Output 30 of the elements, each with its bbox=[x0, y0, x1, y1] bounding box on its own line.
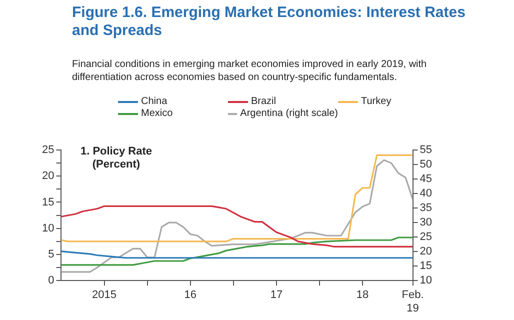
x-tick-label: 17 bbox=[270, 289, 283, 302]
x-tick-label: 16 bbox=[184, 289, 196, 302]
legend-label: Brazil bbox=[251, 96, 276, 107]
y-tick-label: 5 bbox=[48, 248, 54, 261]
chart-subtitle: Financial conditions in emerging market economies improved in early 2019, with differentiation across economies based on country-specific fundamentals. bbox=[72, 58, 428, 84]
y2-tick-label: 55 bbox=[420, 144, 432, 156]
legend-label: Mexico bbox=[141, 108, 173, 119]
y2-tick-label: 45 bbox=[420, 173, 432, 186]
y2-tick-label: 10 bbox=[420, 274, 432, 287]
y2-tick-label: 40 bbox=[420, 188, 432, 200]
y2-tick-label: 30 bbox=[420, 216, 432, 229]
y-tick-label: 0 bbox=[48, 274, 54, 287]
y-tick-label: 25 bbox=[42, 144, 54, 156]
y2-tick-label: 20 bbox=[420, 246, 432, 258]
y2-tick-label: 35 bbox=[420, 202, 432, 214]
legend-label: China bbox=[141, 96, 168, 107]
legend-label: Argentina (right scale) bbox=[240, 108, 338, 119]
legend-label: Turkey bbox=[361, 96, 392, 107]
y-tick-label: 10 bbox=[42, 222, 54, 234]
y2-tick-label: 15 bbox=[420, 260, 432, 272]
x-tick-label: 18 bbox=[356, 289, 369, 302]
y-axis-title: (Percent) bbox=[92, 158, 140, 171]
x-tick-label: Feb. 19 bbox=[402, 289, 424, 314]
y-tick-label: 15 bbox=[42, 196, 54, 208]
y2-tick-label: 25 bbox=[420, 231, 432, 244]
y-tick-label: 20 bbox=[42, 170, 54, 182]
y2-tick-label: 50 bbox=[420, 158, 432, 171]
chart-title: Figure 1.6. Emerging Market Economies: Interest Rates and Spreads bbox=[72, 4, 466, 40]
x-tick-label: 2015 bbox=[92, 289, 117, 302]
annotation: 1. Policy Rate bbox=[80, 146, 152, 158]
